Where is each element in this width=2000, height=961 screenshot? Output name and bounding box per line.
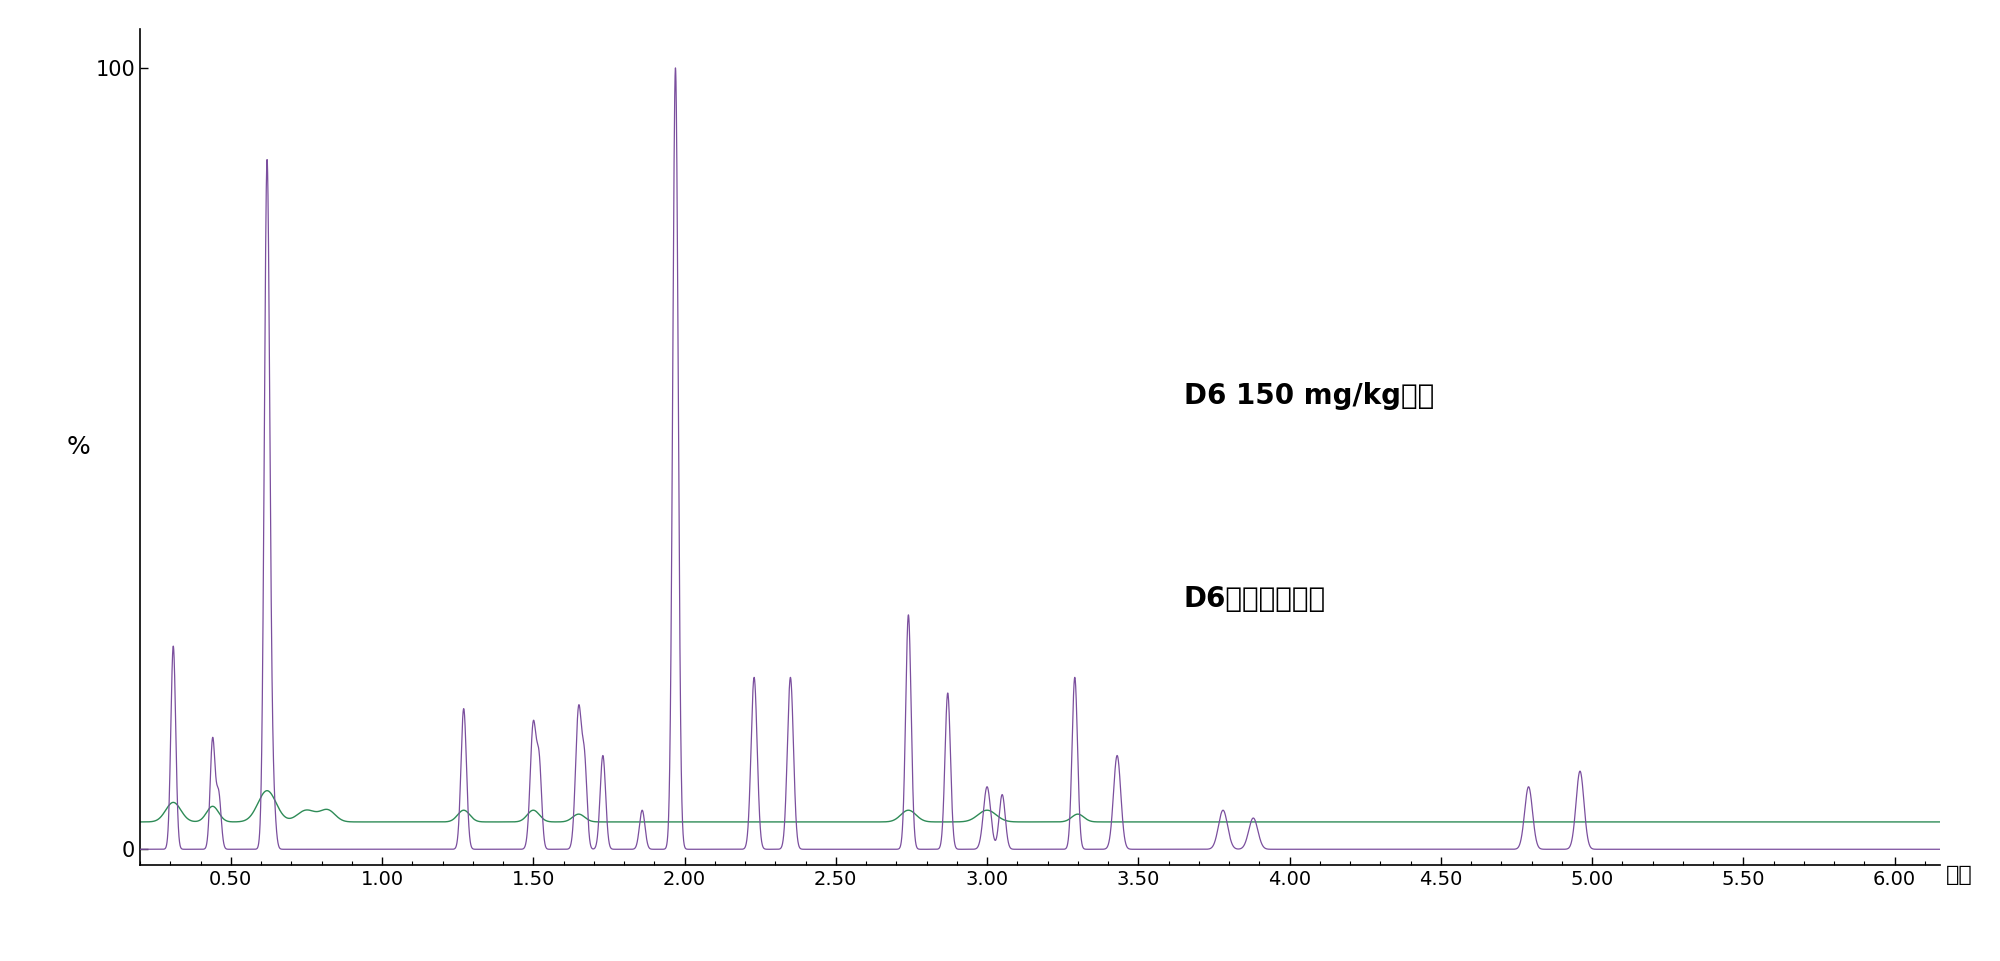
Text: 时间: 时间 xyxy=(1946,865,1972,885)
Text: D6单独溶媒样品: D6单独溶媒样品 xyxy=(1184,585,1326,613)
Y-axis label: %: % xyxy=(66,435,90,458)
Text: D6 150 mg/kg样品: D6 150 mg/kg样品 xyxy=(1184,382,1434,410)
